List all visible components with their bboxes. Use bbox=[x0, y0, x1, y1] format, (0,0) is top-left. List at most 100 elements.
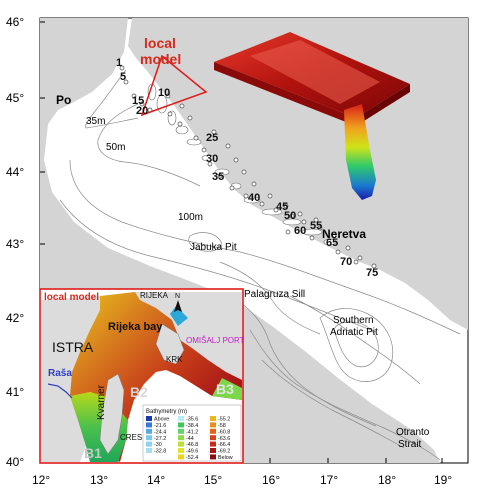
station-labels: 1 5 10 15 20 25 30 35 40 45 50 55 60 65 … bbox=[116, 57, 378, 279]
station-marker bbox=[123, 79, 129, 85]
legend-label: -30 bbox=[154, 442, 162, 448]
inset-rijeka-bay-label: Rijeka bay bbox=[108, 321, 163, 333]
render-depth-column bbox=[344, 104, 376, 200]
island bbox=[175, 125, 189, 135]
station-marker bbox=[193, 135, 199, 141]
legend-swatch bbox=[178, 448, 184, 453]
depth-label-50m: 50m bbox=[106, 142, 125, 153]
station-marker bbox=[119, 65, 125, 71]
inset-omisalj-port-label: OMIŠALJ PORT bbox=[186, 336, 245, 345]
island bbox=[243, 196, 261, 204]
local-model-label-line1: local bbox=[144, 35, 176, 51]
legend-label: Below bbox=[218, 455, 233, 461]
jabuka-pit-label: Jabuka Pit bbox=[190, 242, 237, 253]
station-label: 5 bbox=[120, 71, 126, 83]
inset-cres-label: CRES bbox=[120, 433, 142, 442]
legend-swatch bbox=[210, 422, 216, 428]
station-marker bbox=[259, 201, 265, 207]
contour-35m bbox=[85, 69, 139, 129]
legend-swatch bbox=[146, 416, 152, 421]
legend-label: -35.6 bbox=[186, 417, 198, 423]
station-marker bbox=[313, 217, 319, 223]
lat-tick-label: 45° bbox=[6, 91, 24, 105]
inset-local-model: local model RIJEKA N ISTRA Rijeka bay OM… bbox=[39, 288, 245, 464]
station-marker bbox=[139, 101, 145, 107]
station-marker bbox=[217, 173, 223, 179]
legend-swatch bbox=[178, 428, 184, 434]
lat-tick-label: 42° bbox=[6, 311, 24, 325]
legend-label: -49.6 bbox=[186, 449, 198, 455]
lat-tick-label: 41° bbox=[6, 385, 24, 399]
station-marker bbox=[225, 143, 231, 149]
station-marker bbox=[167, 111, 173, 117]
legend-label: -44 bbox=[186, 436, 194, 442]
legend-label: -38.4 bbox=[186, 423, 198, 429]
legend-entries: Above-21.6-24.4-27.2-30-32.8-35.6-38.4-4… bbox=[146, 416, 233, 461]
station-marker bbox=[243, 193, 249, 199]
station-marker bbox=[201, 147, 207, 153]
station-marker bbox=[273, 207, 279, 213]
inset-istra-land bbox=[41, 296, 100, 462]
palagruza-sill-label: Palagruza Sill bbox=[244, 289, 305, 300]
legend-swatch bbox=[146, 428, 152, 434]
station-label: 75 bbox=[366, 267, 378, 279]
station-label: 20 bbox=[136, 105, 148, 117]
legend-label: -46.8 bbox=[186, 442, 198, 448]
longitude-axis: 12° 13° 14° 15° 16° 17° 18° 19° bbox=[32, 458, 452, 487]
strait-label: Strait bbox=[398, 439, 422, 450]
legend-swatch bbox=[210, 441, 216, 447]
island bbox=[301, 228, 323, 236]
legend-swatch bbox=[146, 441, 152, 447]
station-label: 35 bbox=[212, 171, 224, 183]
station-label: 55 bbox=[310, 220, 322, 232]
bathymetry-legend: Bathymetry (m) Above-21.6-24.4-27.2-30-3… bbox=[142, 404, 242, 462]
legend-swatch bbox=[178, 435, 184, 441]
station-label: 60 bbox=[294, 225, 306, 237]
legend-swatch bbox=[210, 435, 216, 441]
station-marker bbox=[371, 263, 377, 269]
contour-b bbox=[219, 261, 321, 335]
island bbox=[282, 218, 302, 226]
station-label: 1 bbox=[116, 57, 122, 69]
po-label: Po bbox=[56, 93, 71, 107]
inset-krk-label: KRK bbox=[166, 355, 183, 364]
local-model-triangle bbox=[140, 54, 208, 117]
legend-swatch bbox=[178, 441, 184, 447]
legend-swatch bbox=[210, 428, 216, 434]
inset-north-label: N bbox=[175, 293, 180, 300]
legend-swatch bbox=[146, 422, 152, 428]
lon-tick-label: 13° bbox=[90, 473, 108, 487]
station-label: 30 bbox=[206, 153, 218, 165]
station-marker bbox=[241, 169, 247, 175]
legend-label: -58 bbox=[218, 423, 226, 429]
station-label: 45 bbox=[276, 201, 288, 213]
legend-label: -63.6 bbox=[218, 436, 230, 442]
legend-label: -60.8 bbox=[218, 429, 230, 435]
station-marker bbox=[309, 235, 315, 241]
inset-rasa-label: Raša bbox=[48, 368, 72, 379]
legend-label: -41.2 bbox=[186, 429, 198, 435]
station-marker bbox=[285, 229, 291, 235]
legend-label: -66.4 bbox=[218, 442, 230, 448]
station-marker bbox=[267, 193, 273, 199]
station-label: 70 bbox=[340, 256, 352, 268]
neretva-label: Neretva bbox=[322, 227, 366, 241]
contour-100m bbox=[69, 159, 461, 335]
station-marker bbox=[297, 211, 303, 217]
station-marker bbox=[207, 161, 213, 167]
inset-rijeka-label: RIJEKA bbox=[140, 291, 169, 300]
legend-label: -32.8 bbox=[154, 449, 166, 455]
station-marker bbox=[251, 181, 257, 187]
station-marker bbox=[165, 93, 171, 99]
station-label: 25 bbox=[206, 132, 218, 144]
station-label: 15 bbox=[132, 95, 144, 107]
station-label: 10 bbox=[158, 87, 170, 99]
station-marker bbox=[187, 115, 193, 121]
lat-tick-label: 43° bbox=[6, 237, 24, 251]
legend-swatch bbox=[210, 448, 216, 453]
local-model-label-line2: model bbox=[140, 51, 181, 67]
station-marker bbox=[283, 203, 289, 209]
lon-tick-label: 18° bbox=[378, 473, 396, 487]
station-marker bbox=[289, 213, 295, 219]
contour-50m bbox=[97, 103, 201, 187]
